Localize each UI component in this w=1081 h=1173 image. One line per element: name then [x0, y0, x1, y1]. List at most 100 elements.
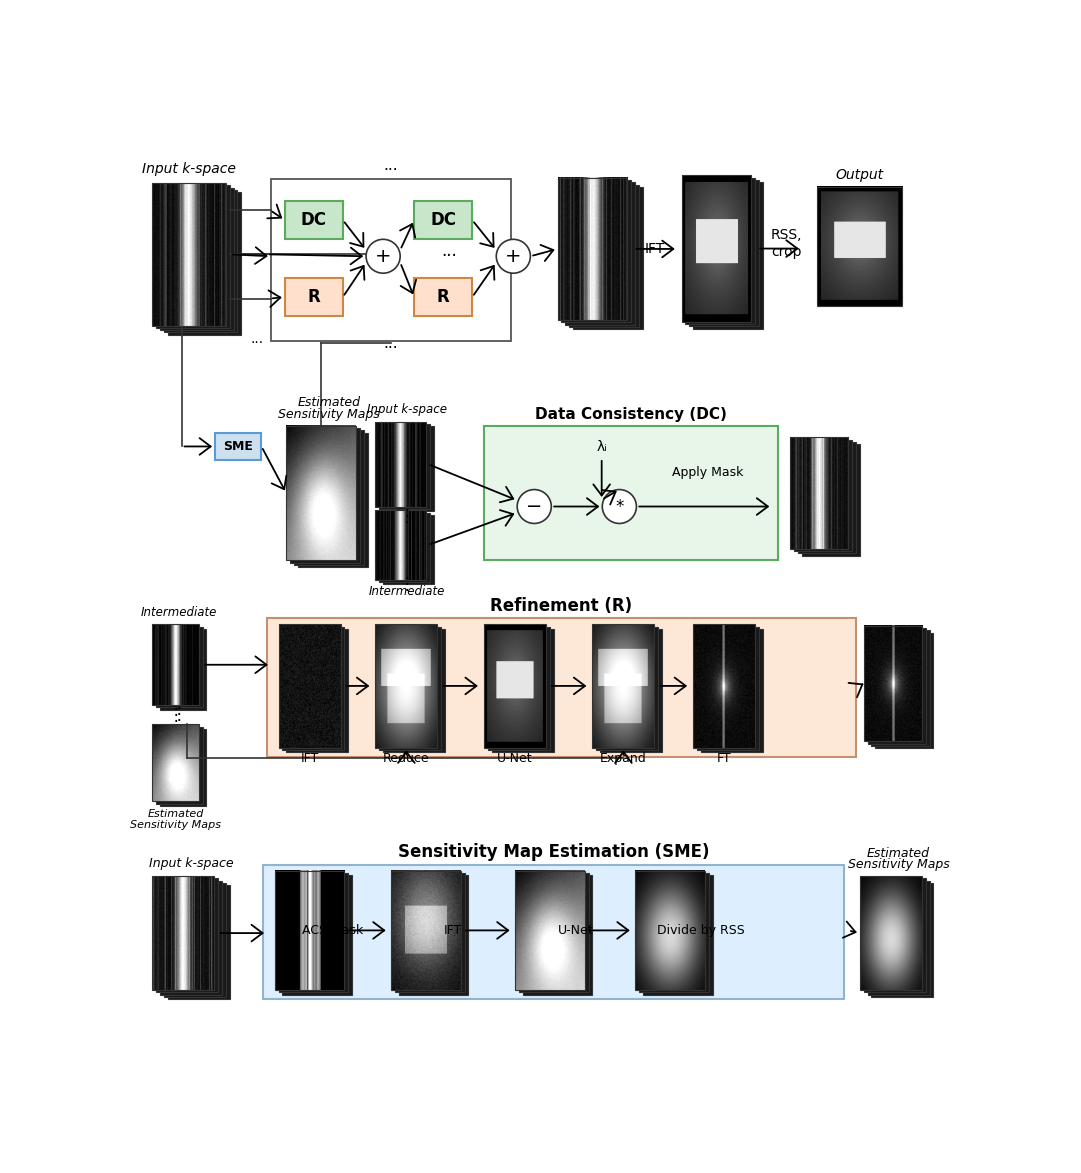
Text: DC: DC	[430, 211, 456, 229]
Bar	[152, 624, 199, 705]
Bar	[871, 630, 930, 746]
Text: Sensitivity Maps: Sensitivity Maps	[130, 820, 221, 829]
Circle shape	[366, 239, 400, 273]
Text: R: R	[437, 289, 450, 306]
Bar	[379, 626, 441, 750]
Bar	[561, 179, 631, 323]
Bar	[395, 873, 465, 992]
Text: ⋮: ⋮	[171, 705, 188, 724]
Bar	[286, 629, 348, 752]
Bar	[160, 881, 222, 995]
Bar	[152, 725, 199, 801]
Bar	[290, 428, 360, 563]
Bar	[859, 876, 922, 990]
Bar	[643, 875, 712, 995]
Bar	[492, 629, 553, 752]
Text: Estimated: Estimated	[297, 396, 360, 409]
Bar	[282, 626, 345, 750]
Text: Input k-space: Input k-space	[366, 404, 446, 416]
Bar	[817, 187, 903, 306]
Bar	[160, 629, 206, 710]
Text: IFT: IFT	[443, 924, 462, 937]
Bar	[681, 176, 751, 321]
Bar	[793, 440, 852, 551]
Bar	[286, 426, 356, 561]
Bar	[790, 438, 849, 549]
Text: DC: DC	[301, 211, 326, 229]
Text: Intermediate: Intermediate	[142, 605, 217, 618]
Text: Estimated: Estimated	[867, 847, 930, 860]
Bar	[693, 182, 763, 328]
Bar	[383, 427, 433, 511]
Bar	[864, 626, 922, 741]
Bar	[156, 626, 202, 707]
Text: +: +	[375, 246, 391, 266]
Bar	[484, 426, 778, 561]
Bar	[515, 870, 585, 990]
Circle shape	[602, 489, 637, 523]
Bar	[876, 632, 933, 748]
Bar	[160, 188, 233, 330]
Text: Input k-space: Input k-space	[142, 162, 236, 176]
Circle shape	[496, 239, 531, 273]
Text: ···: ···	[250, 337, 264, 351]
Text: Intermediate: Intermediate	[369, 585, 445, 598]
Bar	[700, 629, 763, 752]
Text: IFT: IFT	[644, 242, 665, 256]
Text: U-Net: U-Net	[558, 924, 593, 937]
Text: Apply Mask: Apply Mask	[672, 467, 744, 480]
Bar	[152, 876, 214, 990]
Bar	[519, 873, 588, 992]
Bar	[156, 879, 218, 992]
Bar	[685, 178, 756, 324]
Bar	[635, 870, 705, 990]
Bar	[399, 875, 468, 995]
Bar	[284, 278, 343, 317]
Bar	[152, 183, 226, 326]
Text: +: +	[505, 246, 521, 266]
Bar	[592, 624, 654, 747]
Bar	[298, 433, 368, 568]
Text: Sensitivity Maps: Sensitivity Maps	[278, 407, 379, 421]
Bar	[693, 624, 756, 747]
Bar	[156, 727, 202, 804]
Text: ···: ···	[384, 341, 398, 357]
Text: Refinement (R): Refinement (R)	[491, 597, 632, 615]
Text: Divide by RSS: Divide by RSS	[657, 924, 745, 937]
Bar	[488, 626, 550, 750]
Text: crop: crop	[771, 245, 801, 259]
Text: Sensitivity Map Estimation (SME): Sensitivity Map Estimation (SME)	[398, 843, 709, 861]
Bar	[697, 626, 759, 750]
Bar	[802, 445, 859, 556]
Bar	[383, 515, 433, 584]
Bar	[379, 513, 429, 582]
Text: Estimated: Estimated	[147, 808, 203, 819]
Bar	[558, 178, 627, 320]
Text: −: −	[526, 497, 543, 516]
Bar	[639, 873, 709, 992]
Bar	[690, 179, 759, 326]
Text: RSS,: RSS,	[771, 228, 802, 242]
Bar	[867, 881, 930, 995]
Text: R: R	[307, 289, 320, 306]
Text: SME: SME	[224, 440, 253, 453]
Bar	[414, 201, 472, 239]
Text: ⋮: ⋮	[168, 706, 184, 724]
Bar	[294, 430, 363, 565]
Bar	[263, 865, 844, 999]
Bar	[798, 442, 856, 554]
Bar	[484, 624, 546, 747]
Bar	[375, 624, 438, 747]
Bar	[168, 886, 229, 999]
Bar	[160, 730, 206, 806]
Bar	[522, 875, 592, 995]
Text: FT: FT	[717, 752, 732, 765]
Bar	[375, 422, 426, 507]
Bar	[164, 883, 226, 997]
Text: ⋮: ⋮	[399, 575, 415, 592]
Text: Data Consistency (DC): Data Consistency (DC)	[535, 407, 728, 422]
Bar	[391, 870, 461, 990]
Text: Reduce: Reduce	[383, 752, 429, 765]
Bar	[864, 879, 925, 992]
Bar	[215, 433, 262, 460]
